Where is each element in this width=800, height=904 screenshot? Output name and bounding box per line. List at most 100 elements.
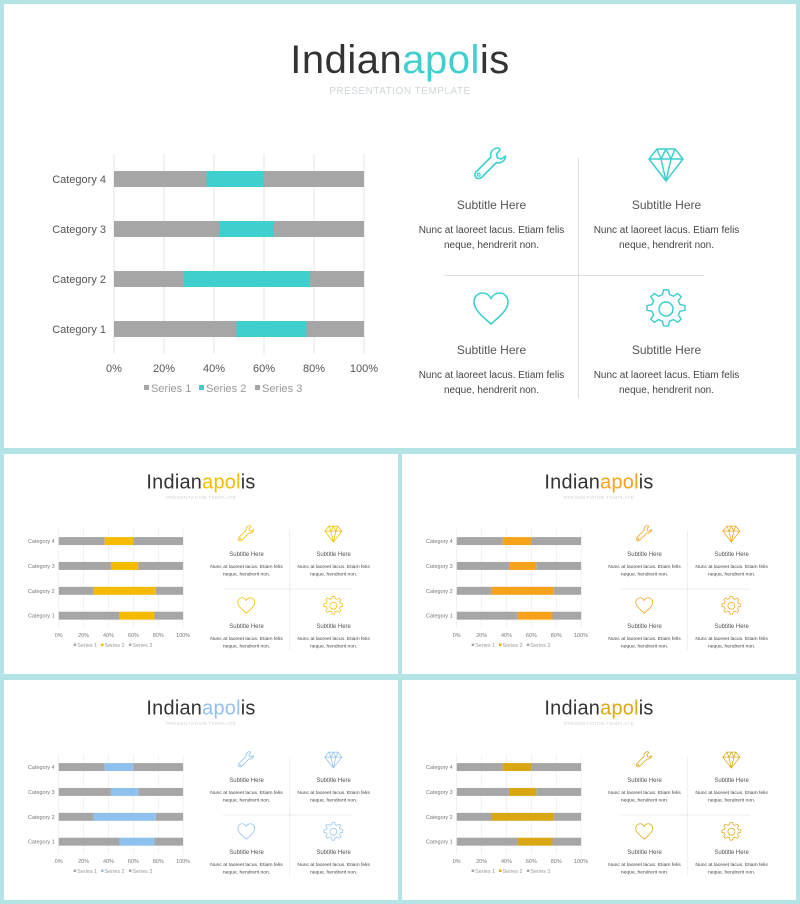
- bar-segment: [133, 537, 184, 546]
- x-tick-label: 60%: [526, 859, 537, 865]
- blue-theme-slide[interactable]: Indianapolis PRESENTATION TEMPLATE 0% 20%…: [4, 680, 398, 900]
- category-label: Category 3: [28, 564, 55, 570]
- tile-title: Subtitle Here: [714, 848, 749, 856]
- tile-title: Subtitle Here: [229, 550, 264, 558]
- bar-segment: [154, 837, 184, 846]
- title-part-2: is: [240, 470, 256, 493]
- category-label: Category 2: [28, 815, 55, 821]
- yellow-theme-slide[interactable]: Indianapolis PRESENTATION TEMPLATE 0% 20%…: [4, 454, 398, 674]
- feature-tile: Subtitle Here Nunc at laoreet lacus. Eti…: [688, 750, 775, 815]
- x-tick-label: 100%: [176, 633, 190, 639]
- feature-tile: Subtitle Here Nunc at laoreet lacus. Eti…: [601, 822, 688, 887]
- slide-title: Indianapolis: [4, 697, 398, 719]
- tile-title: Subtitle Here: [627, 848, 662, 856]
- tile-title: Subtitle Here: [229, 622, 264, 630]
- legend-swatch: [128, 643, 132, 647]
- feature-tiles: Subtitle Here Nunc at laoreet lacus. Eti…: [404, 144, 754, 404]
- stacked-bar-chart: 0% 20% 40% 60% 80% 100% Category 1 Category 2 Ca…: [22, 750, 201, 879]
- category-label: Category 4: [426, 539, 453, 545]
- category-label: Category 3: [426, 564, 453, 570]
- bar-segment: [119, 837, 155, 846]
- category-label: Category 3: [426, 790, 453, 796]
- x-tick-label: 20%: [78, 859, 89, 865]
- category-label: Category 2: [426, 815, 453, 821]
- tile-text: Nunc at laoreet lacus. Etiam felis neque…: [695, 636, 768, 650]
- tile-title: Subtitle Here: [456, 343, 527, 357]
- category-label: Category 4: [52, 174, 106, 186]
- tile-title: Subtitle Here: [714, 776, 749, 784]
- tile-text: Nunc at laoreet lacus. Etiam felis neque…: [608, 862, 681, 876]
- bar-segment: [531, 537, 582, 546]
- title-accent: apol: [202, 470, 241, 493]
- category-label: Category 1: [426, 614, 453, 620]
- x-tick-label: 20%: [78, 633, 89, 639]
- legend-swatch: [199, 385, 204, 390]
- bar-segment: [502, 763, 532, 772]
- feature-tile: Subtitle Here Nunc at laoreet lacus. Eti…: [290, 750, 377, 815]
- feature-tile: Subtitle Here Nunc at laoreet lacus. Eti…: [203, 822, 290, 887]
- bar-segment: [536, 561, 582, 570]
- tile-title: Subtitle Here: [627, 622, 662, 630]
- feature-tiles: Subtitle Here Nunc at laoreet lacus. Eti…: [601, 524, 775, 653]
- orange-theme-slide[interactable]: Indianapolis PRESENTATION TEMPLATE 0% 20%…: [402, 454, 796, 674]
- bar-segment: [219, 221, 274, 237]
- category-label: Category 2: [52, 274, 106, 286]
- legend-label: Series 1: [475, 643, 495, 649]
- tile-title: Subtitle Here: [456, 198, 527, 212]
- bar-segment: [306, 321, 364, 337]
- tile-text: Nunc at laoreet lacus. Etiam felis neque…: [210, 563, 283, 577]
- tile-text: Nunc at laoreet lacus. Etiam felis neque…: [608, 636, 681, 650]
- legend-swatch: [499, 643, 502, 647]
- gold-theme-slide[interactable]: Indianapolis PRESENTATION TEMPLATE 0% 20%…: [402, 680, 796, 900]
- bar-segment: [536, 787, 582, 796]
- bar-segment: [119, 611, 155, 620]
- feature-tile: Subtitle Here Nunc at laoreet lacus. Eti…: [404, 144, 579, 274]
- main-slide[interactable]: Indianapolis PRESENTATION TEMPLATE 0% 20%…: [4, 4, 796, 448]
- bar-segment: [114, 221, 219, 237]
- legend-label: Series 1: [475, 869, 495, 875]
- title-part-1: Indian: [146, 696, 203, 719]
- feature-tiles: Subtitle Here Nunc at laoreet lacus. Eti…: [601, 750, 775, 879]
- feature-tile: Subtitle Here Nunc at laoreet lacus. Eti…: [688, 524, 775, 589]
- legend-label: Series 2: [104, 643, 124, 649]
- x-tick-label: 0%: [55, 859, 63, 865]
- category-label: Category 1: [28, 840, 55, 846]
- bar-segment: [104, 537, 134, 546]
- bar-segment: [138, 561, 184, 570]
- category-label: Category 1: [426, 840, 453, 846]
- x-tick-label: 60%: [128, 859, 139, 865]
- vertical-divider: [578, 158, 579, 398]
- title-part-1: Indian: [146, 470, 203, 493]
- bar-segment: [114, 171, 207, 187]
- bar-segment: [264, 171, 364, 187]
- bar-segment: [553, 812, 582, 821]
- bar-segment: [58, 537, 105, 546]
- tile-text: Nunc at laoreet lacus. Etiam felis neque…: [418, 225, 565, 251]
- feature-tiles: Subtitle Here Nunc at laoreet lacus. Eti…: [203, 524, 377, 653]
- feature-tile: Subtitle Here Nunc at laoreet lacus. Eti…: [203, 596, 290, 661]
- bar-segment: [491, 586, 554, 595]
- title-part-1: Indian: [544, 470, 601, 493]
- slide-subtitle: PRESENTATION TEMPLATE: [563, 494, 635, 501]
- legend-swatch: [526, 869, 530, 873]
- x-tick-label: 80%: [551, 859, 562, 865]
- stacked-bar-chart: 0% 20% 40% 60% 80% 100% Category 1 Category 2 Ca…: [22, 524, 201, 653]
- title-part-2: is: [638, 470, 654, 493]
- slide-subtitle: PRESENTATION TEMPLATE: [165, 720, 237, 727]
- bar-segment: [456, 586, 492, 595]
- bar-segment: [456, 812, 492, 821]
- tile-text: Nunc at laoreet lacus. Etiam felis neque…: [608, 563, 681, 577]
- title-part-2: is: [479, 38, 510, 82]
- bar-segment: [114, 271, 184, 287]
- tile-title: Subtitle Here: [714, 550, 749, 558]
- heart-icon: [236, 596, 256, 616]
- tile-title: Subtitle Here: [229, 848, 264, 856]
- bar-segment: [456, 561, 509, 570]
- category-label: Category 2: [28, 589, 55, 595]
- wrench-icon: [236, 524, 256, 544]
- feature-tile: Subtitle Here Nunc at laoreet lacus. Eti…: [404, 289, 579, 419]
- bar-segment: [502, 537, 532, 546]
- bar-segment: [133, 763, 184, 772]
- diamond-icon: [646, 144, 686, 184]
- slide-subtitle: PRESENTATION TEMPLATE: [165, 494, 237, 501]
